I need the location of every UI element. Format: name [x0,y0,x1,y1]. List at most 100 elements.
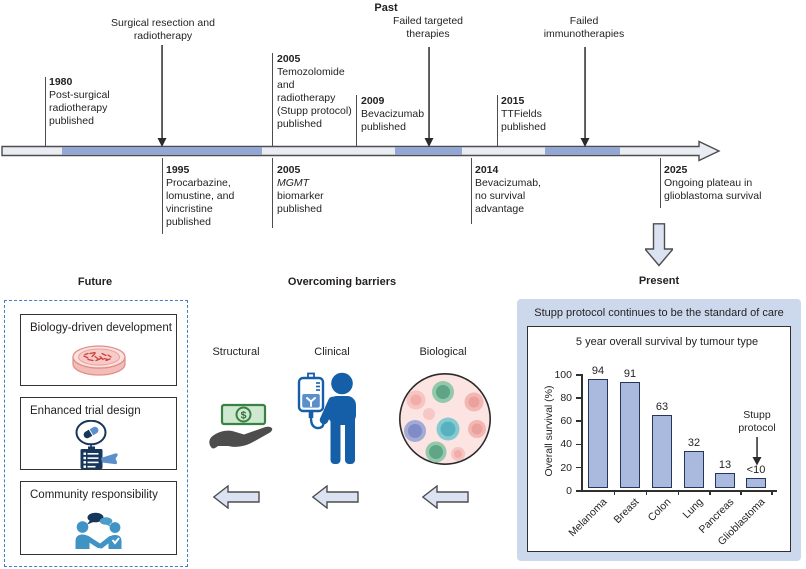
future-box-label: Community responsibility [30,489,158,501]
event-year: 1995 [166,164,190,176]
event-year: 2014 [475,164,499,176]
bar-melanoma: 94 [588,365,608,488]
event-text: Bevacizumab published [361,108,425,133]
event-text: MGMT biomarker published [277,177,324,215]
bar-value: 13 [718,458,732,471]
future-panel: Biology-driven development Enhanced tria… [4,300,188,567]
timeline-segment-blue-2 [395,147,462,155]
bar-breast: 91 [620,368,640,488]
ytick: 100 [554,369,572,381]
money-hand-icon: $ [209,403,273,449]
timeline-tick [470,158,472,224]
left-arrow-icon [213,485,260,509]
tumour-cells-icon [398,372,492,466]
ytick: 20 [560,462,572,474]
chart-ylabel: Overall survival (%) [543,385,555,477]
xcat-glioblastoma: Glioblastoma [715,496,768,548]
barriers-section-title: Overcoming barriers [287,276,397,288]
future-box-label: Enhanced trial design [30,405,141,417]
bar-value: 91 [623,368,637,381]
event-arrow-icon [424,47,434,147]
bar-pancreas: 13 [715,459,735,488]
ytick: 80 [560,392,572,404]
ytick: 40 [560,438,572,450]
svg-text:$: $ [241,409,247,421]
timeline-tick [497,95,499,147]
chart-yaxis [581,374,583,491]
bar-value: <10 [746,463,766,476]
event-arrow-icon [157,45,167,147]
bar-lung: 32 [684,437,704,488]
bar-glioblastoma: <10 [746,464,766,488]
bar-colon: 63 [652,401,672,488]
present-panel: Stupp protocol continues to be the stand… [517,299,801,561]
timeline-tick [272,158,274,228]
timeline-event-surgical-resection: Surgical resection and radiotherapy [111,17,215,42]
barrier-label-clinical: Clinical [314,346,350,358]
future-section-title: Future [77,276,113,288]
event-year: 2005 [277,53,301,65]
bar [620,382,640,488]
event-text: TTFields published [501,108,546,133]
bar [746,477,766,488]
event-text: Ongoing plateau in glioblastoma survival [664,177,762,202]
bar-value: 94 [591,365,605,377]
event-year: 2005 [277,164,301,176]
future-box-community: Community responsibility [20,481,177,555]
event-year: 2025 [664,164,688,176]
iv-patient-icon [297,372,356,464]
ytick: 60 [560,415,572,427]
future-box-label: Biology-driven development [30,322,172,334]
ytick: 0 [566,485,572,497]
timeline-event-2009: 2009 Bevacizumab published [361,95,424,134]
trial-design-icon [75,420,118,469]
chart-title: 5 year overall survival by tumour type [575,336,759,348]
bar [715,472,735,488]
petri-dish-icon [72,345,126,376]
bar [652,414,672,488]
timeline-event-2005-mgmt: 2005 MGMT biomarker published [277,164,324,216]
timeline-tick [161,158,163,234]
community-icon [75,512,122,549]
event-year: 1980 [49,76,73,88]
bar [588,379,608,488]
event-arrow-icon [580,47,590,147]
event-text: Bevacizumab, no survival advantage [475,177,541,215]
barrier-label-structural: Structural [212,346,260,358]
bar-value: 63 [655,400,669,413]
chart-xaxis [581,490,777,492]
timeline-segment-blue-3 [545,147,620,155]
bar [684,450,704,488]
future-box-trial-design: Enhanced trial design [20,397,177,470]
timeline-event-failed-targeted: Failed targeted therapies [392,15,464,40]
timeline-tick [272,53,274,147]
event-text: Post-surgical radiotherapy published [49,89,110,127]
xcat-melanoma: Melanoma [566,496,610,540]
annotation-arrow-icon [752,437,762,466]
timeline-tick [659,158,661,208]
event-year: 2009 [361,95,385,107]
event-year: 2015 [501,95,525,107]
timeline-segment-blue-1 [62,147,262,155]
timeline-event-2015: 2015 TTFields published [501,95,546,134]
present-section-title: Present [638,275,680,287]
future-box-biology: Biology-driven development [20,314,177,386]
down-arrow-icon [645,223,673,267]
barrier-label-biological: Biological [419,346,467,358]
bar-value: 32 [687,436,701,449]
event-text: Temozolomide and radiotherapy (Stupp protoc… [277,66,352,130]
survival-chart: 5 year overall survival by tumour type O… [527,326,791,552]
timeline-event-1995: 1995 Procarbazine, lomustine, and vincrist… [166,164,234,229]
timeline-event-1980: 1980 Post-surgical radiotherapy published [49,76,110,128]
left-arrow-icon [422,485,469,509]
event-text: Procarbazine, lomustine, and vincristine pu… [166,177,235,228]
left-arrow-icon [312,485,359,509]
timeline-event-2025: 2025 Ongoing plateau in glioblastoma surv… [664,164,761,203]
present-panel-title: Stupp protocol continues to be the stand… [534,307,784,319]
past-section-title: Past [374,2,398,14]
timeline-event-2005-stupp: 2005 Temozolomide and radiotherapy (Stupp p… [277,53,352,131]
timeline-event-2014: 2014 Bevacizumab, no survival advantage [475,164,541,216]
timeline-arrow [1,140,721,162]
timeline-tick [44,77,46,147]
